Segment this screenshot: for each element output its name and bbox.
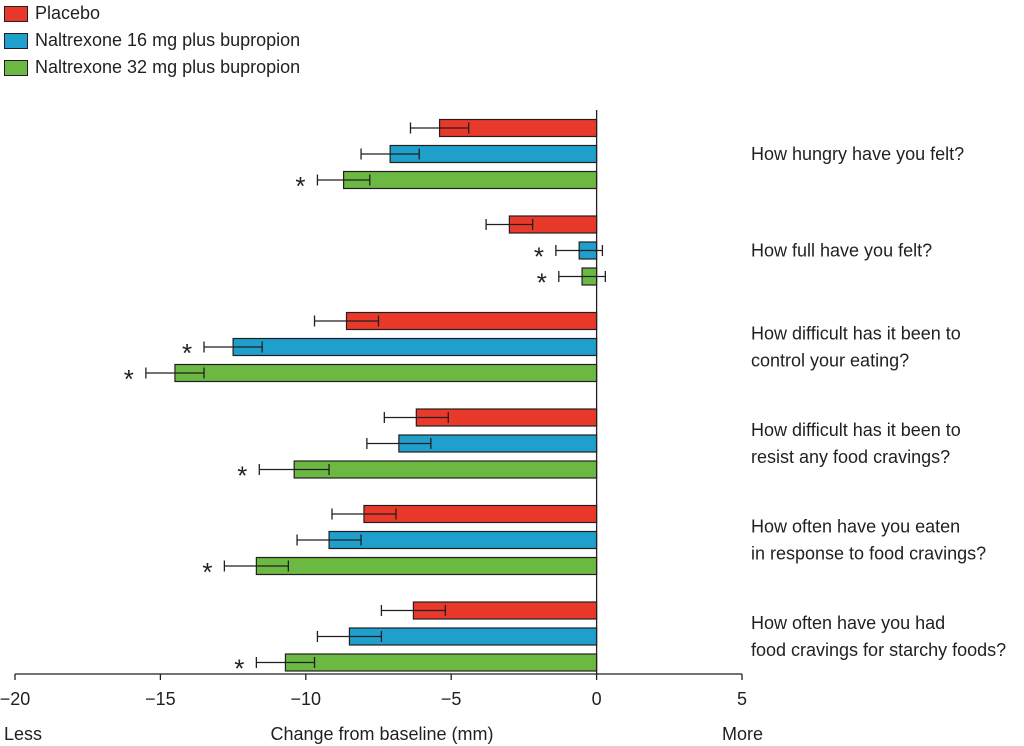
category-label-5-line-0: How often have you had xyxy=(751,613,945,633)
significance-marker-32mg-1: * xyxy=(537,268,547,298)
axis-label-more: More xyxy=(722,724,763,744)
legend-swatch-placebo xyxy=(4,5,28,22)
category-label-2-line-0: How difficult has it been to xyxy=(751,324,961,344)
x-axis: −20 −15 −10 −5 0 5 xyxy=(0,110,747,709)
bar-16mg-0 xyxy=(389,144,598,164)
legend: Placebo Naltrexone 16 mg plus bupropion … xyxy=(4,0,300,81)
legend-swatch-32mg xyxy=(4,59,28,76)
legend-label-placebo: Placebo xyxy=(35,3,101,23)
bar-32mg-4 xyxy=(255,556,598,576)
category-labels: How hungry have you felt? How full have y… xyxy=(751,144,1006,660)
x-tick-label-1: −15 xyxy=(145,689,176,709)
legend-item-32mg: Naltrexone 32 mg plus bupropion xyxy=(4,54,300,81)
x-tick-label-0: −20 xyxy=(0,689,30,709)
significance-marker-16mg-2: * xyxy=(182,338,192,368)
category-label-4-line-1: in response to food cravings? xyxy=(751,544,986,564)
bar-16mg-5 xyxy=(348,627,598,646)
significance-marker-32mg-0: * xyxy=(295,171,305,201)
bar-16mg-4 xyxy=(328,530,598,550)
x-tick-label-4: 0 xyxy=(592,689,602,709)
category-label-1-line-0: How full have you felt? xyxy=(751,241,932,261)
category-label-3-line-0: How difficult has it been to xyxy=(751,420,961,440)
bar-placebo-2 xyxy=(345,311,598,331)
bars-layer: ******** xyxy=(124,118,606,684)
significance-marker-32mg-5: * xyxy=(234,654,244,684)
x-axis-title: Change from baseline (mm) xyxy=(270,724,493,744)
category-label-2-line-1: control your eating? xyxy=(751,351,909,371)
x-tick-label-3: −5 xyxy=(441,689,462,709)
significance-marker-32mg-3: * xyxy=(237,461,247,491)
significance-marker-32mg-4: * xyxy=(202,557,212,587)
legend-label-16mg: Naltrexone 16 mg plus bupropion xyxy=(35,30,301,50)
x-tick-label-5: 5 xyxy=(737,689,747,709)
bar-32mg-0 xyxy=(343,170,598,190)
bar-16mg-2 xyxy=(232,337,598,357)
category-label-5-line-1: food cravings for starchy foods? xyxy=(751,640,1006,660)
legend-label-32mg: Naltrexone 32 mg plus bupropion xyxy=(35,57,301,77)
category-label-3-line-1: resist any food cravings? xyxy=(751,447,950,467)
bar-32mg-3 xyxy=(293,460,598,479)
category-label-4-line-0: How often have you eaten xyxy=(751,517,960,537)
significance-marker-16mg-1: * xyxy=(534,242,544,272)
category-label-0-line-0: How hungry have you felt? xyxy=(751,144,964,164)
axis-label-less: Less xyxy=(4,724,42,744)
bar-32mg-2 xyxy=(174,363,598,383)
significance-marker-32mg-2: * xyxy=(124,364,134,394)
legend-item-placebo: Placebo xyxy=(4,0,300,27)
x-tick-label-2: −10 xyxy=(291,689,322,709)
legend-item-16mg: Naltrexone 16 mg plus bupropion xyxy=(4,27,300,54)
bar-placebo-4 xyxy=(363,504,598,524)
bar-32mg-5 xyxy=(284,653,598,672)
legend-swatch-16mg xyxy=(4,32,28,49)
